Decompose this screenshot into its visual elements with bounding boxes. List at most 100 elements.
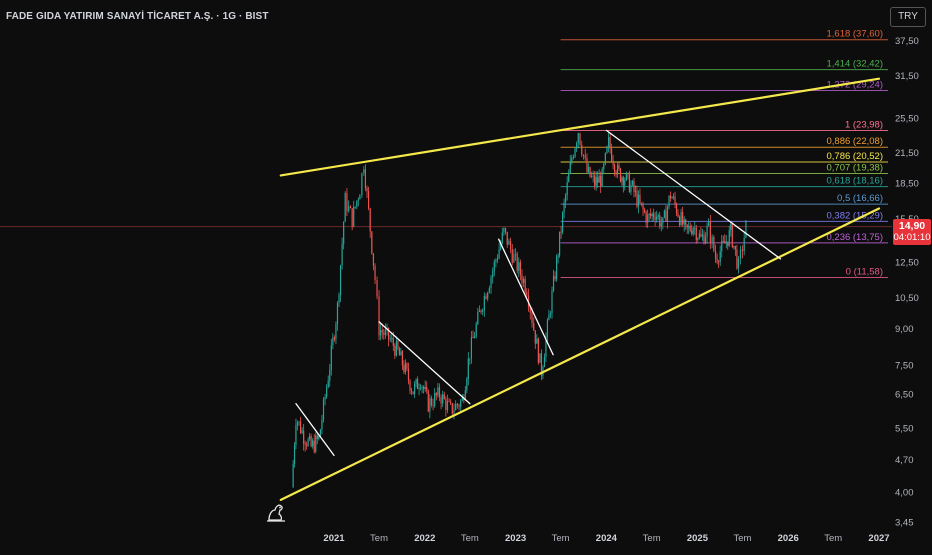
candle-body [496,258,499,261]
candle-body [533,323,535,331]
candle-body [495,260,497,262]
candle-body [424,386,426,390]
candle-body [636,190,638,207]
candle-body [493,261,495,272]
candle-body [615,171,617,175]
trendline-lower-channel [279,207,881,501]
candle-body [727,241,729,246]
time-axis-label: 2025 [687,533,709,544]
candle-body [569,161,571,174]
candle-body [665,210,667,222]
candle-body [713,236,715,251]
candle-body [346,192,348,212]
currency-button[interactable]: TRY [890,7,926,27]
candle-body [483,296,485,311]
candle-body [568,173,570,183]
candle-body [685,219,687,225]
price-axis-label: 21,50 [895,148,919,159]
fib-level-label: 0,886 (22,08) [826,136,883,147]
candle-body [640,202,643,204]
candle-body [409,380,411,391]
candle-body [312,440,314,447]
candle-body [472,336,474,339]
candle-body [487,292,489,299]
candle-body [366,188,368,192]
candle-body [594,175,596,186]
candle-body [736,249,738,269]
candle-body [482,310,484,312]
candle-body [529,307,531,313]
fib-level-label: 0,786 (20,52) [826,151,883,162]
candle-body [397,341,399,349]
candle-body [630,184,632,193]
trendline-downtrend-3 [498,238,554,356]
candle-body [601,168,603,187]
candle-body [430,398,433,406]
trendline-upper-channel [279,77,881,177]
candle-body [456,403,458,406]
fib-level-label: 0,236 (13,75) [826,232,883,243]
candle-body [559,231,561,256]
candle-body [376,280,378,297]
candle-body [600,175,602,187]
candle-body [612,160,614,165]
candle-body [327,380,329,388]
candle-body [318,436,320,439]
candle-body [524,278,526,292]
candle-body [498,249,500,259]
last-price-value: 14,90 [898,220,926,232]
candle-body [662,217,664,224]
tradingview-logo-icon[interactable] [266,498,286,522]
candle-body [354,206,356,208]
candle-body [560,231,562,233]
candle-body [304,443,306,445]
candle-body [338,294,340,303]
price-axis-label: 5,50 [895,423,914,434]
candle-body [488,288,490,293]
candle-body [500,243,502,250]
fib-level-label: 1,618 (37,60) [826,29,883,40]
candle-body [292,463,294,488]
candle-body [631,180,634,185]
price-axis-label: 31,50 [895,71,919,82]
candle-body [307,439,309,446]
candle-body [343,221,345,244]
trendline-downtrend-2 [378,321,471,405]
candle-body [410,390,413,392]
candle-body [326,387,328,397]
candle-body [643,209,646,213]
candle-body [608,137,610,147]
candle-body [688,226,690,228]
candle-body [401,351,404,366]
candle-body [691,230,693,235]
candle-body [438,387,441,398]
candle-body [633,180,635,192]
candle-body [419,387,422,389]
candle-body [587,167,590,173]
candle-body [674,196,676,205]
candle-body [509,240,512,250]
candle-body [651,213,653,216]
candle-body [531,312,533,324]
trendline-downtrend-4 [605,129,782,260]
candle-body [378,296,380,336]
time-axis-label: 2024 [596,533,618,544]
candle-body [579,133,581,145]
candle-body [412,391,414,395]
candle-body [310,436,312,447]
candle-body [293,445,296,464]
candle-body [516,253,518,271]
candle-body [518,262,520,271]
candle-body [351,208,353,227]
candle-body [506,231,508,245]
bar-countdown: 04:01:10 [893,232,931,243]
candle-body [603,163,605,169]
candle-body [298,421,300,423]
candle-body [363,169,365,174]
candle-body [464,390,466,401]
candle-body [324,396,326,400]
candle-body [389,338,391,340]
candle-body [309,436,311,440]
